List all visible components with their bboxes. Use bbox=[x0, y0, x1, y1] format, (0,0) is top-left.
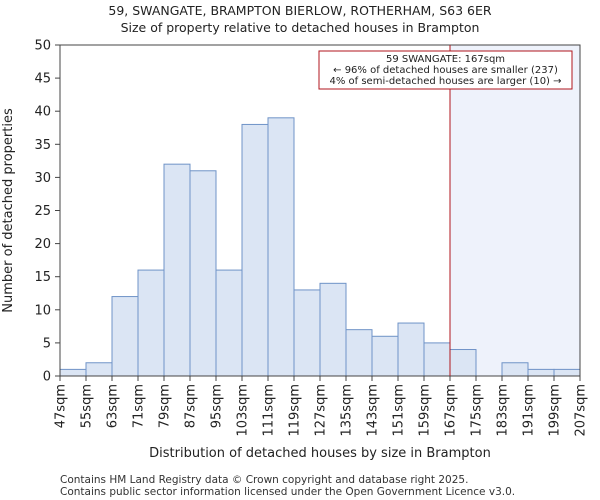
chart-subtitle: Size of property relative to detached ho… bbox=[120, 20, 480, 35]
y-tick-label: 35 bbox=[34, 138, 51, 153]
x-tick-label: 207sqm bbox=[574, 384, 589, 437]
x-tick-label: 79sqm bbox=[158, 384, 173, 428]
bar-183sqm bbox=[501, 362, 529, 377]
marker-annotation: 59 SWANGATE: 167sqm ← 96% of detached ho… bbox=[318, 50, 573, 90]
x-tick-label: 55sqm bbox=[80, 384, 95, 428]
annotation-line-1: 59 SWANGATE: 167sqm bbox=[386, 54, 505, 65]
y-axis-label: Number of detached properties bbox=[1, 108, 16, 313]
bar-159sqm bbox=[423, 342, 451, 377]
y-tick-label: 45 bbox=[34, 72, 51, 87]
annotation-line-2: ← 96% of detached houses are smaller (23… bbox=[333, 65, 558, 76]
bar-127sqm bbox=[319, 282, 347, 377]
y-axis: 0 5 10 15 20 25 30 35 40 45 50 bbox=[34, 39, 60, 385]
y-tick-label: 0 bbox=[43, 370, 51, 385]
bar-111sqm bbox=[267, 117, 295, 377]
x-tick-label: 87sqm bbox=[184, 384, 199, 428]
footer-line-1: Contains HM Land Registry data © Crown c… bbox=[60, 474, 469, 486]
x-tick-label: 143sqm bbox=[366, 384, 381, 437]
bar-103sqm bbox=[241, 123, 269, 377]
histogram-chart: 0 5 10 15 20 25 30 35 40 45 50 47sqm 55sqm 63sqm 71sq… bbox=[1, 39, 589, 462]
x-tick-label: 111sqm bbox=[262, 384, 277, 437]
bar-151sqm bbox=[397, 322, 425, 377]
bar-71sqm bbox=[137, 269, 165, 377]
x-tick-label: 159sqm bbox=[418, 384, 433, 437]
x-tick-label: 183sqm bbox=[496, 384, 511, 437]
annotation-box bbox=[318, 50, 573, 90]
x-tick-label: 63sqm bbox=[106, 384, 121, 428]
bars-group bbox=[59, 117, 581, 377]
bar-63sqm bbox=[111, 296, 139, 377]
bar-191sqm bbox=[527, 368, 555, 377]
bar-199sqm bbox=[553, 368, 581, 377]
bar-119sqm bbox=[293, 289, 321, 377]
y-tick-label: 5 bbox=[43, 336, 51, 351]
x-tick-label: 167sqm bbox=[444, 384, 459, 437]
y-tick-label: 15 bbox=[34, 270, 51, 285]
bar-79sqm bbox=[163, 163, 191, 377]
x-tick-label: 191sqm bbox=[522, 384, 537, 437]
bar-47sqm bbox=[59, 368, 87, 377]
x-tick-label: 175sqm bbox=[470, 384, 485, 437]
x-tick-label: 71sqm bbox=[132, 384, 147, 428]
y-tick-label: 50 bbox=[34, 39, 51, 54]
y-tick-label: 40 bbox=[34, 105, 51, 120]
y-tick-label: 30 bbox=[34, 171, 51, 186]
x-axis-label: Distribution of detached houses by size … bbox=[149, 446, 491, 461]
y-tick-label: 25 bbox=[34, 204, 51, 219]
bar-87sqm bbox=[189, 170, 217, 377]
x-tick-label: 151sqm bbox=[392, 384, 407, 437]
x-tick-label: 135sqm bbox=[340, 384, 355, 437]
x-tick-label: 199sqm bbox=[548, 384, 563, 437]
x-tick-label: 103sqm bbox=[236, 384, 251, 437]
bar-143sqm bbox=[371, 335, 399, 377]
x-tick-label: 127sqm bbox=[314, 384, 329, 437]
chart-title: 59, SWANGATE, BRAMPTON BIERLOW, ROTHERHA… bbox=[108, 3, 492, 18]
bar-135sqm bbox=[345, 329, 373, 377]
bar-167sqm bbox=[449, 349, 477, 377]
bar-95sqm bbox=[215, 269, 243, 377]
highlight-region bbox=[450, 45, 580, 376]
x-tick-label: 47sqm bbox=[54, 384, 69, 428]
x-tick-label: 95sqm bbox=[210, 384, 225, 428]
y-tick-label: 20 bbox=[34, 237, 51, 252]
y-tick-label: 10 bbox=[34, 303, 51, 318]
bar-55sqm bbox=[85, 362, 113, 377]
footer-line-2: Contains public sector information licen… bbox=[60, 486, 516, 498]
annotation-line-3: 4% of semi-detached houses are larger (1… bbox=[329, 76, 561, 87]
x-axis: 47sqm 55sqm 63sqm 71sqm 79sqm 87sqm 95sqm 103sq… bbox=[54, 376, 589, 437]
x-tick-label: 119sqm bbox=[288, 384, 303, 437]
